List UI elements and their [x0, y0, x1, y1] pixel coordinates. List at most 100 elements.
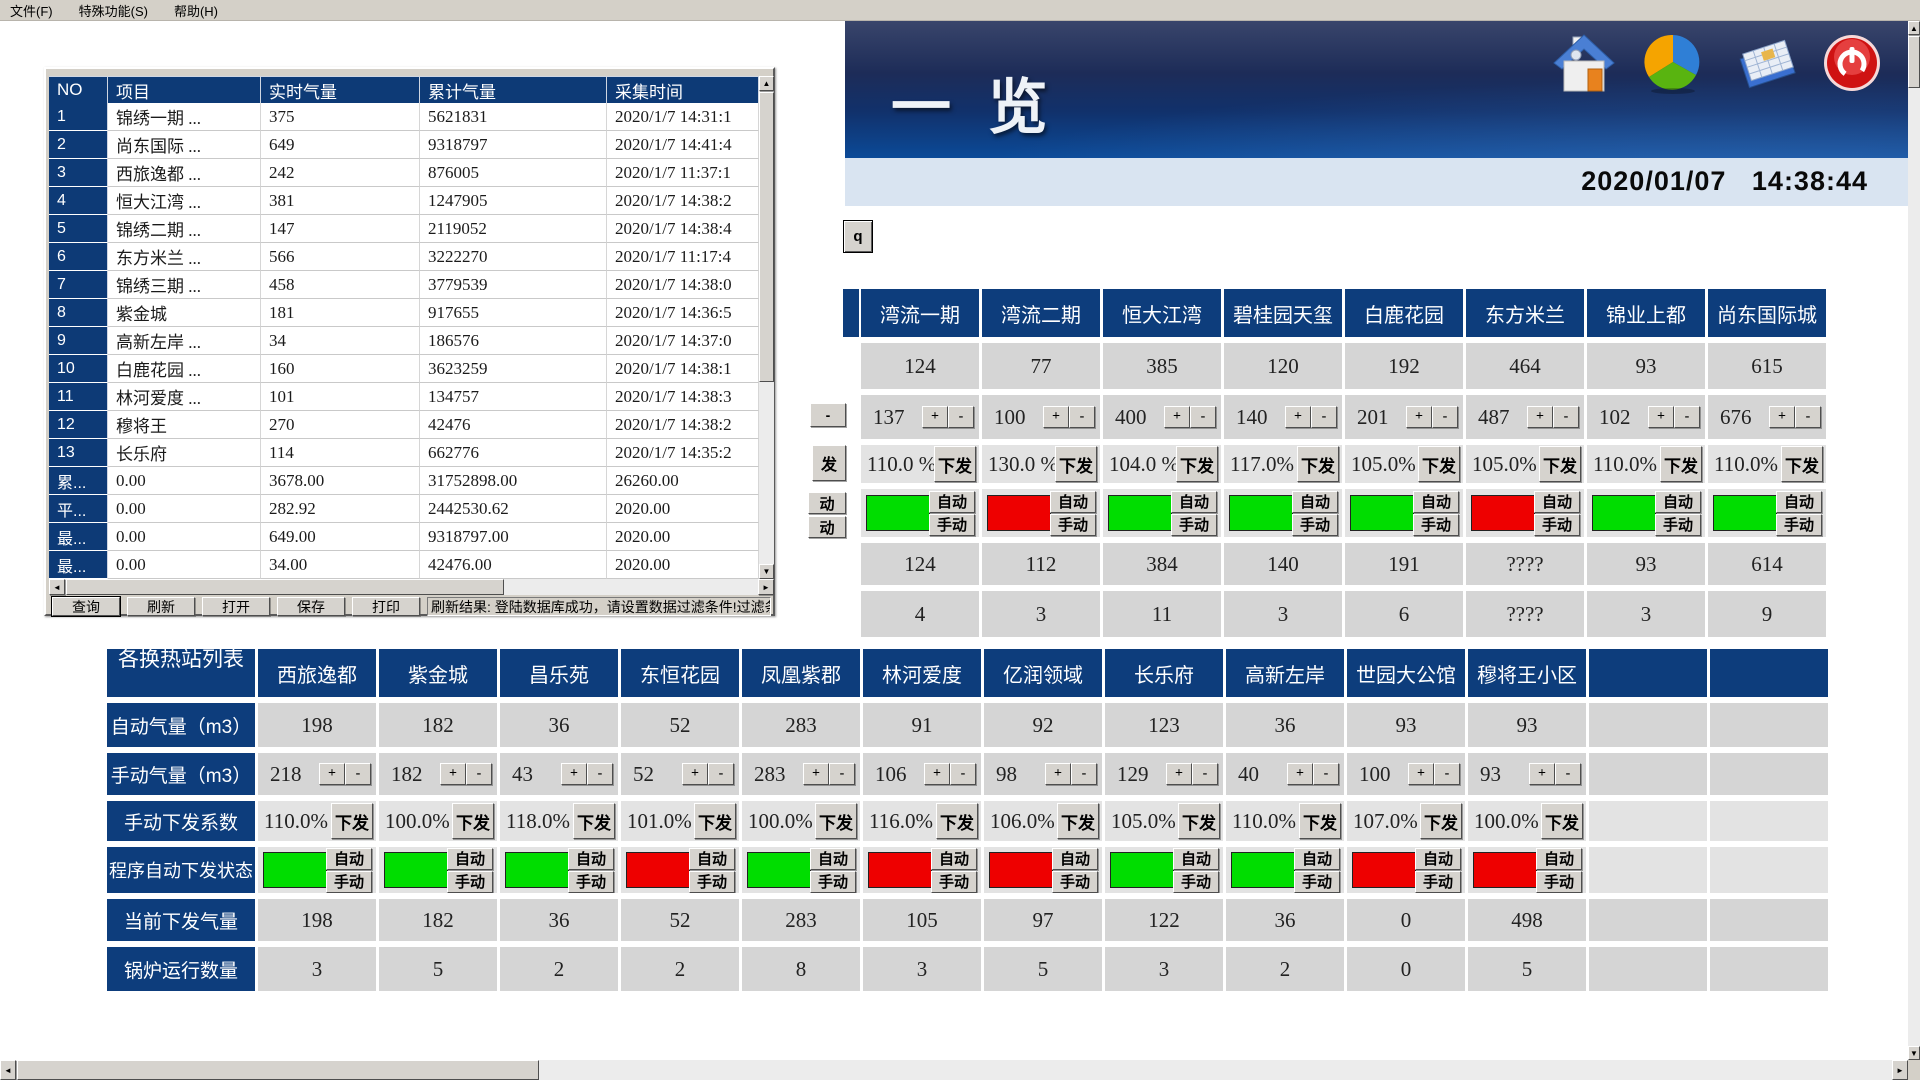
send-button[interactable]: 下发: [1299, 803, 1341, 839]
minus-button-fragment[interactable]: -: [810, 403, 846, 427]
minus-button[interactable]: -: [1795, 406, 1821, 428]
table-row[interactable]: 3 西旅逸都 ... 242 876005 2020/1/7 11:37:1: [49, 159, 759, 187]
minus-button[interactable]: -: [1071, 763, 1097, 785]
minus-button[interactable]: -: [1192, 763, 1218, 785]
auto-manual-switch[interactable]: 自动 手动: [1173, 847, 1219, 893]
table-row[interactable]: 4 恒大江湾 ... 381 1247905 2020/1/7 14:38:2: [49, 187, 759, 215]
stepper[interactable]: + -: [803, 763, 855, 785]
manual-button[interactable]: 手动: [1294, 870, 1340, 893]
send-button[interactable]: 下发: [815, 803, 857, 839]
auto-manual-switch[interactable]: 自动 手动: [326, 847, 372, 893]
minus-button[interactable]: -: [1553, 406, 1579, 428]
auto-manual-switch[interactable]: 自动 手动: [1413, 490, 1459, 536]
minus-button[interactable]: -: [1434, 763, 1460, 785]
plus-button[interactable]: +: [1166, 763, 1192, 785]
plus-button[interactable]: +: [1406, 406, 1432, 428]
minus-button[interactable]: -: [1432, 406, 1458, 428]
menu-help[interactable]: 帮助(H): [173, 3, 218, 19]
auto-manual-switch[interactable]: 自动 手动: [1655, 490, 1701, 536]
send-button[interactable]: 下发: [1178, 803, 1220, 839]
table-row[interactable]: 11 林河爱度 ... 101 134757 2020/1/7 14:38:3: [49, 383, 759, 411]
manual-button[interactable]: 手动: [1171, 513, 1217, 536]
minus-button[interactable]: -: [708, 763, 734, 785]
send-button[interactable]: 下发: [694, 803, 736, 839]
auto-button[interactable]: 自动: [1294, 847, 1340, 870]
popup-horizontal-scrollbar[interactable]: ◄ ►: [49, 579, 774, 595]
minus-button[interactable]: -: [1555, 763, 1581, 785]
auto-manual-switch[interactable]: 自动 手动: [931, 847, 977, 893]
manual-button[interactable]: 手动: [447, 870, 493, 893]
scroll-down-icon[interactable]: ▼: [1908, 1046, 1920, 1060]
plus-button[interactable]: +: [1408, 763, 1434, 785]
scroll-up-icon[interactable]: ▲: [1908, 21, 1920, 35]
send-button[interactable]: 下发: [1539, 446, 1581, 482]
stepper[interactable]: + -: [440, 763, 492, 785]
power-icon[interactable]: [1820, 33, 1884, 95]
calendar-icon[interactable]: [1735, 33, 1799, 95]
plus-button[interactable]: +: [922, 406, 948, 428]
table-row[interactable]: 8 紫金城 181 917655 2020/1/7 14:36:5: [49, 299, 759, 327]
auto-manual-switch[interactable]: 自动 手动: [1776, 490, 1822, 536]
send-button[interactable]: 下发: [1176, 446, 1218, 482]
manual-button[interactable]: 手动: [326, 870, 372, 893]
scroll-down-icon[interactable]: ▼: [759, 564, 774, 579]
minus-button[interactable]: -: [948, 406, 974, 428]
data-list-popup[interactable]: NO 项目 实时气量 累计气量 采集时间 1 锦绣一期 ... 375 5621831 2020/…: [44, 67, 775, 617]
vscroll-thumb[interactable]: [1908, 36, 1920, 88]
auto-manual-switch[interactable]: 自动 手动: [810, 847, 856, 893]
send-button[interactable]: 下发: [1541, 803, 1583, 839]
table-row[interactable]: 1 锦绣一期 ... 375 5621831 2020/1/7 14:31:1: [49, 103, 759, 131]
stepper[interactable]: + -: [1166, 763, 1218, 785]
plus-button[interactable]: +: [1527, 406, 1553, 428]
stepper[interactable]: + -: [682, 763, 734, 785]
auto-button[interactable]: 自动: [568, 847, 614, 870]
auto-manual-switch[interactable]: 自动 手动: [1171, 490, 1217, 536]
send-button[interactable]: 下发: [1055, 446, 1097, 482]
query-button[interactable]: 查询: [51, 596, 121, 617]
minus-button[interactable]: -: [1190, 406, 1216, 428]
manual-button[interactable]: 手动: [1050, 513, 1096, 536]
stepper[interactable]: + -: [1043, 406, 1095, 428]
manual-button[interactable]: 手动: [929, 513, 975, 536]
auto-button[interactable]: 自动: [1776, 490, 1822, 513]
save-button[interactable]: 保存: [277, 597, 345, 616]
pie-chart-icon[interactable]: [1641, 33, 1705, 95]
manual-button[interactable]: 手动: [1776, 513, 1822, 536]
table-row[interactable]: 9 高新左岸 ... 34 186576 2020/1/7 14:37:0: [49, 327, 759, 355]
table-row[interactable]: 13 长乐府 114 662776 2020/1/7 14:35:2: [49, 439, 759, 467]
send-button[interactable]: 下发: [936, 803, 978, 839]
manual-button[interactable]: 手动: [1173, 870, 1219, 893]
send-button[interactable]: 下发: [1418, 446, 1460, 482]
auto-button[interactable]: 自动: [1413, 490, 1459, 513]
manual-button[interactable]: 手动: [1052, 870, 1098, 893]
plus-button[interactable]: +: [1648, 406, 1674, 428]
window-vertical-scrollbar[interactable]: ▲ ▼: [1908, 21, 1920, 1060]
table-row[interactable]: 5 锦绣二期 ... 147 2119052 2020/1/7 14:38:4: [49, 215, 759, 243]
plus-button[interactable]: +: [1045, 763, 1071, 785]
open-button[interactable]: 打开: [202, 597, 270, 616]
minus-button[interactable]: -: [829, 763, 855, 785]
plus-button[interactable]: +: [1285, 406, 1311, 428]
minus-button[interactable]: -: [587, 763, 613, 785]
send-button[interactable]: 下发: [1660, 446, 1702, 482]
auto-button[interactable]: 自动: [929, 490, 975, 513]
stepper[interactable]: + -: [561, 763, 613, 785]
manual-button[interactable]: 手动: [1292, 513, 1338, 536]
stepper[interactable]: + -: [1529, 763, 1581, 785]
plus-button[interactable]: +: [682, 763, 708, 785]
hscroll-thumb[interactable]: [17, 1060, 539, 1080]
send-button[interactable]: 下发: [1781, 446, 1823, 482]
table-row[interactable]: 2 尚东国际 ... 649 9318797 2020/1/7 14:41:4: [49, 131, 759, 159]
scroll-left-icon[interactable]: ◄: [0, 1060, 16, 1080]
menu-special-functions[interactable]: 特殊功能(S): [78, 3, 148, 19]
plus-button[interactable]: +: [561, 763, 587, 785]
send-button[interactable]: 下发: [1420, 803, 1462, 839]
plus-button[interactable]: +: [1287, 763, 1313, 785]
auto-button[interactable]: 自动: [1292, 490, 1338, 513]
table-row[interactable]: 7 锦绣三期 ... 458 3779539 2020/1/7 14:38:0: [49, 271, 759, 299]
q-button[interactable]: q: [843, 220, 873, 253]
send-button[interactable]: 下发: [331, 803, 373, 839]
auto-manual-switch[interactable]: 自动 手动: [447, 847, 493, 893]
auto-button[interactable]: 自动: [1415, 847, 1461, 870]
auto-manual-switch[interactable]: 自动 手动: [1415, 847, 1461, 893]
